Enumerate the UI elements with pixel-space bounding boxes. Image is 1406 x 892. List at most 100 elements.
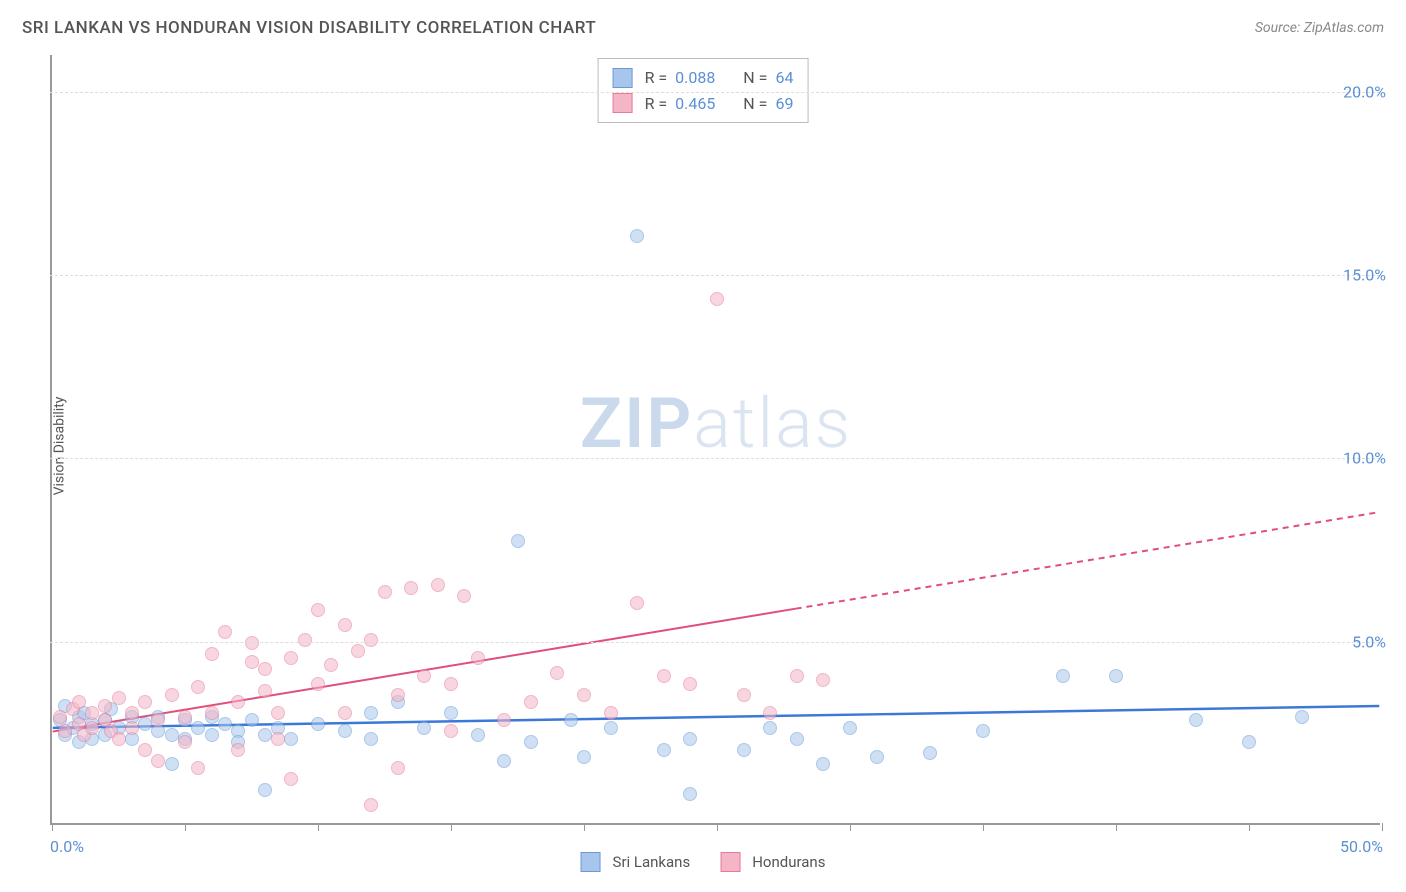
scatter-point <box>258 728 272 742</box>
scatter-point <box>72 695 86 709</box>
scatter-point <box>763 706 777 720</box>
scatter-point <box>1242 735 1256 749</box>
scatter-point <box>976 724 990 738</box>
scatter-point <box>417 721 431 735</box>
x-tick <box>717 823 718 831</box>
scatter-point <box>298 633 312 647</box>
scatter-point <box>364 732 378 746</box>
y-tick-label: 15.0% <box>1343 266 1386 285</box>
gridline <box>50 642 1380 643</box>
x-tick <box>318 823 319 831</box>
scatter-point <box>790 732 804 746</box>
scatter-point <box>338 724 352 738</box>
scatter-point <box>737 743 751 757</box>
gridline <box>50 458 1380 459</box>
scatter-point <box>191 721 205 735</box>
source-prefix: Source: <box>1255 20 1304 36</box>
stat-r-value: 0.088 <box>675 65 715 91</box>
scatter-point <box>511 534 525 548</box>
scatter-point <box>85 721 99 735</box>
stats-row: R = 0.465 N = 69 <box>613 91 794 117</box>
scatter-point <box>58 724 72 738</box>
y-tick-label: 5.0% <box>1352 632 1386 651</box>
scatter-point <box>53 710 67 724</box>
legend-swatch <box>720 852 740 872</box>
stat-n-value: 69 <box>775 91 793 117</box>
scatter-point <box>497 754 511 768</box>
scatter-point <box>843 721 857 735</box>
watermark-zip: ZIP <box>580 383 693 465</box>
scatter-point <box>431 578 445 592</box>
source-attribution: Source: ZipAtlas.com <box>1255 20 1384 36</box>
scatter-point <box>284 772 298 786</box>
scatter-point <box>125 721 139 735</box>
scatter-point <box>231 695 245 709</box>
scatter-point <box>138 743 152 757</box>
scatter-point <box>245 713 259 727</box>
scatter-point <box>271 706 285 720</box>
scatter-point <box>444 677 458 691</box>
trend-lines-layer <box>52 55 1380 823</box>
legend-label: Hondurans <box>752 853 825 871</box>
scatter-point <box>258 662 272 676</box>
scatter-point <box>564 713 578 727</box>
scatter-point <box>364 633 378 647</box>
scatter-point <box>364 706 378 720</box>
scatter-point <box>391 761 405 775</box>
scatter-point <box>457 589 471 603</box>
scatter-point <box>1109 669 1123 683</box>
stat-r-label: R = <box>645 65 668 91</box>
scatter-point <box>245 636 259 650</box>
scatter-point <box>138 695 152 709</box>
x-tick <box>52 823 53 831</box>
x-tick <box>1116 823 1117 831</box>
scatter-point <box>471 728 485 742</box>
plot-area: ZIPatlas <box>50 55 1380 825</box>
scatter-point <box>165 757 179 771</box>
scatter-point <box>923 746 937 760</box>
scatter-point <box>231 743 245 757</box>
scatter-point <box>205 728 219 742</box>
scatter-point <box>497 713 511 727</box>
watermark-atlas: atlas <box>693 383 852 465</box>
chart-title: SRI LANKAN VS HONDURAN VISION DISABILITY… <box>22 18 596 38</box>
legend-swatch <box>613 68 633 88</box>
scatter-point <box>816 673 830 687</box>
scatter-point <box>351 644 365 658</box>
x-tick <box>1382 823 1383 831</box>
x-tick-label: 0.0% <box>50 837 84 856</box>
y-tick-label: 10.0% <box>1343 449 1386 468</box>
scatter-point <box>324 658 338 672</box>
legend-swatch <box>613 93 633 113</box>
x-tick <box>584 823 585 831</box>
scatter-point <box>125 706 139 720</box>
scatter-point <box>178 735 192 749</box>
scatter-point <box>165 728 179 742</box>
scatter-point <box>112 691 126 705</box>
scatter-point <box>85 706 99 720</box>
scatter-point <box>165 688 179 702</box>
scatter-point <box>218 625 232 639</box>
x-tick <box>185 823 186 831</box>
scatter-point <box>258 783 272 797</box>
scatter-point <box>1189 713 1203 727</box>
y-tick-label: 20.0% <box>1343 82 1386 101</box>
scatter-point <box>258 684 272 698</box>
scatter-point <box>1056 669 1070 683</box>
scatter-point <box>191 680 205 694</box>
scatter-point <box>391 688 405 702</box>
scatter-point <box>763 721 777 735</box>
stats-legend: R = 0.088 N = 64R = 0.465 N = 69 <box>598 58 809 123</box>
scatter-point <box>444 706 458 720</box>
source-name: ZipAtlas.com <box>1304 20 1384 36</box>
legend-label: Sri Lankans <box>613 853 691 871</box>
legend-item: Hondurans <box>720 852 825 872</box>
scatter-point <box>577 688 591 702</box>
x-tick <box>1249 823 1250 831</box>
scatter-point <box>683 677 697 691</box>
scatter-point <box>471 651 485 665</box>
scatter-point <box>271 732 285 746</box>
scatter-point <box>338 706 352 720</box>
x-tick-label: 50.0% <box>1340 837 1383 856</box>
scatter-point <box>112 732 126 746</box>
